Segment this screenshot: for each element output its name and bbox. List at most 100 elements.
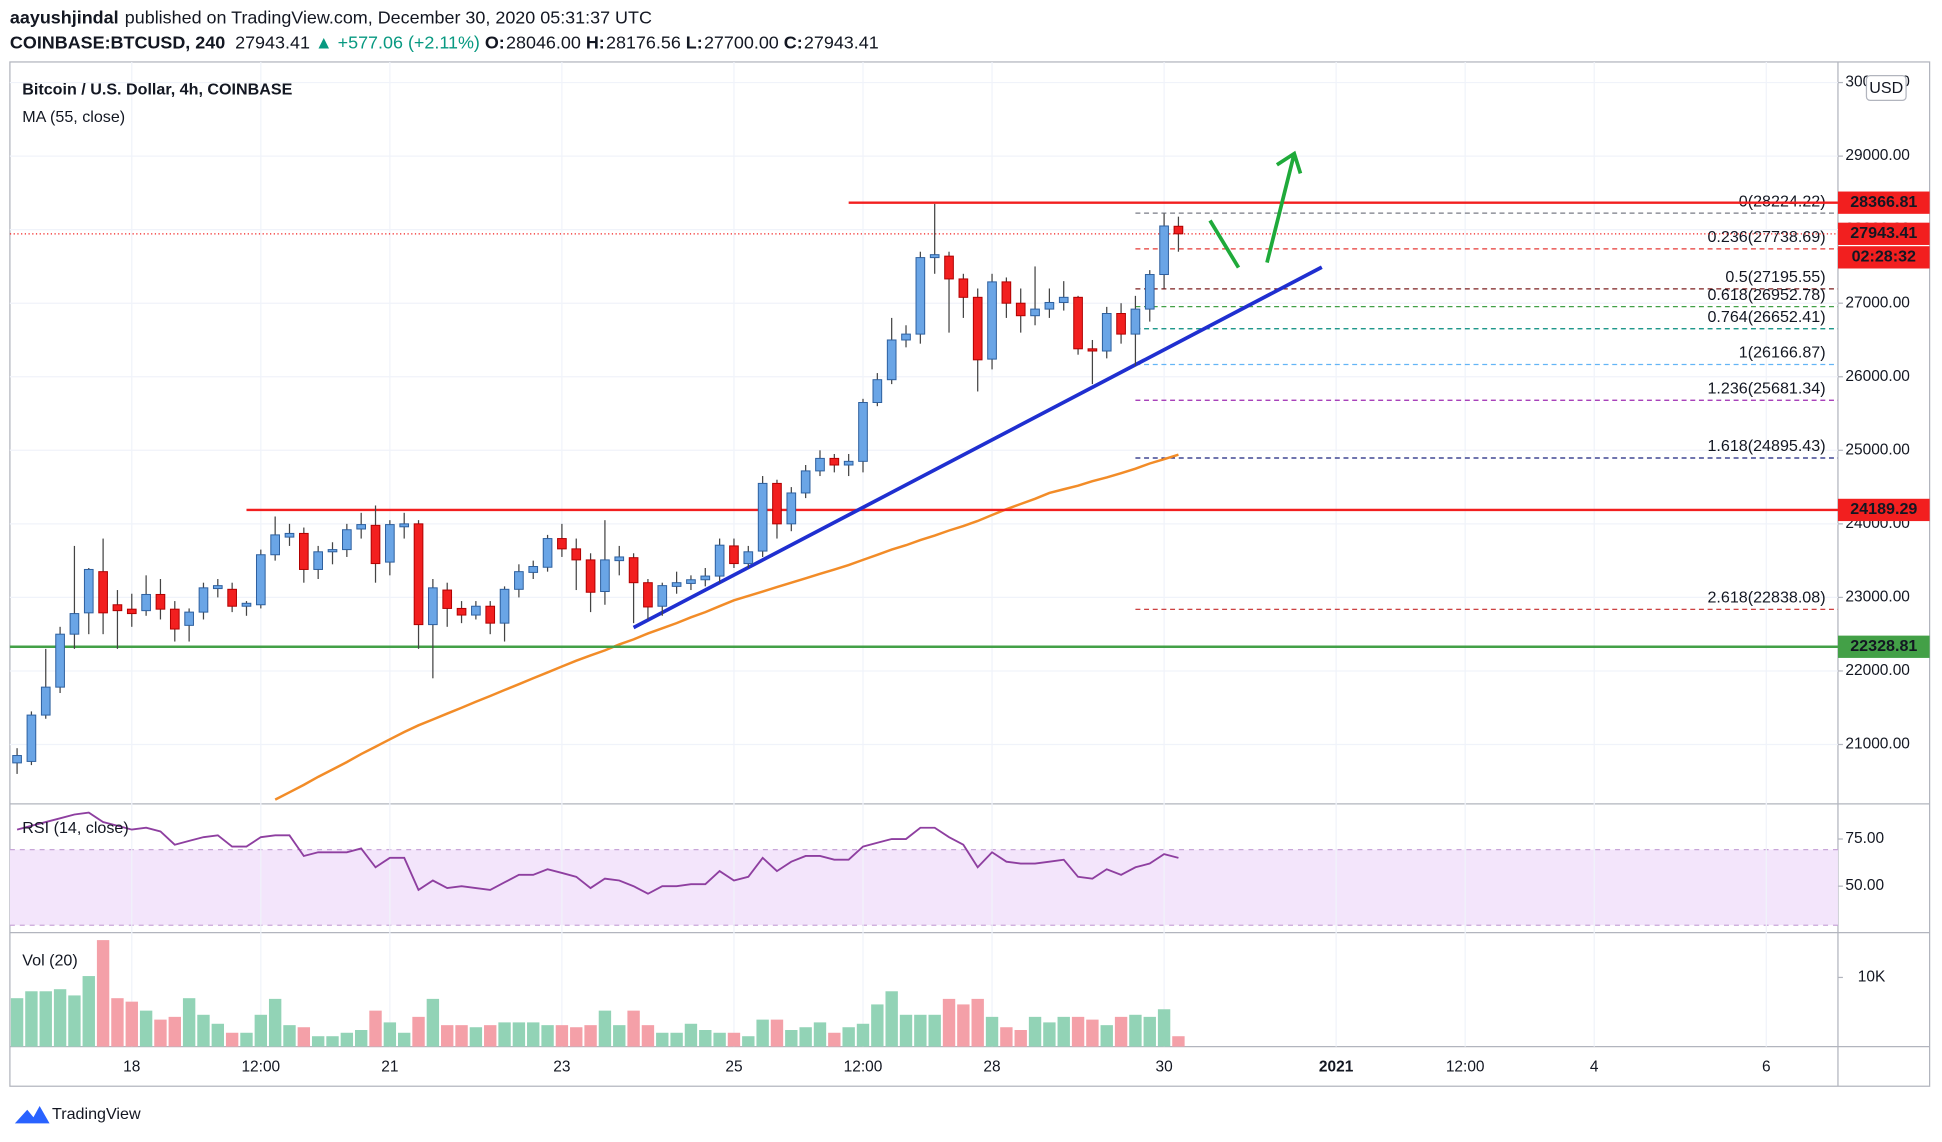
candle-body <box>126 608 137 615</box>
candle-body <box>198 587 209 613</box>
candle-body <box>26 714 37 762</box>
volume-bar <box>928 1014 941 1047</box>
candle-body <box>169 608 180 630</box>
candle-body <box>442 589 453 609</box>
x-tick-label: 12:00 <box>844 1059 883 1076</box>
candle-body <box>585 559 596 593</box>
indicator-title: Vol (20) <box>22 951 77 969</box>
volume-bar <box>1157 1009 1171 1047</box>
volume-bar <box>613 1025 626 1047</box>
candle-body <box>757 482 768 552</box>
volume-bar <box>1100 1025 1113 1047</box>
volume-bar <box>96 940 110 1047</box>
candle-body <box>112 604 123 612</box>
volume-bar <box>627 1010 640 1047</box>
logo-mark <box>14 1106 50 1124</box>
countdown: 02:28:32 <box>1852 248 1916 266</box>
candle-body <box>1101 313 1112 352</box>
y-tick-label: 26000.00 <box>1845 368 1910 385</box>
price-box-label: 22328.81 <box>1850 637 1917 655</box>
candle-body <box>786 492 797 525</box>
rsi-band <box>9 849 1838 926</box>
candle-body <box>255 554 266 606</box>
volume-bar <box>1114 1016 1128 1047</box>
candle-body <box>399 523 410 528</box>
volume-bar <box>1043 1022 1056 1047</box>
volume-bar <box>484 1025 497 1047</box>
candle-body <box>1159 225 1169 276</box>
volume-bar <box>1014 1029 1027 1047</box>
volume-bar <box>541 1025 554 1047</box>
currency-badge[interactable] <box>1865 74 1907 101</box>
volume-bar <box>699 1029 712 1047</box>
volume-bar <box>283 1025 296 1047</box>
volume-bar <box>684 1023 698 1047</box>
volume-bar <box>512 1022 526 1047</box>
candle-body <box>212 585 223 590</box>
fib-label: 1.618(24895.43) <box>1707 437 1825 455</box>
arrow <box>1265 150 1303 264</box>
volume-bar <box>828 1032 841 1047</box>
candle-body <box>800 470 811 494</box>
price-box <box>1837 191 1930 214</box>
volume-bar <box>441 1025 454 1047</box>
candle-body <box>1030 308 1040 317</box>
y-tick-label: 27000.00 <box>1845 294 1910 311</box>
candle-body <box>571 548 582 561</box>
volume-bar <box>225 1032 239 1047</box>
candle-body <box>155 593 166 610</box>
x-tick-label: 6 <box>1762 1059 1771 1076</box>
candle-body <box>700 575 711 581</box>
ohlc-label: C: <box>784 32 803 52</box>
candle-body <box>1001 281 1012 304</box>
candle-body <box>614 556 625 562</box>
volume-bar <box>656 1032 669 1047</box>
candle-body <box>327 549 338 553</box>
volume-bar <box>10 998 24 1047</box>
y-tick-label: 23000.00 <box>1845 588 1910 605</box>
volume-bar <box>1000 1027 1013 1047</box>
fib-label: 1(26166.87) <box>1739 344 1826 362</box>
volume-bar <box>154 1019 167 1047</box>
frame <box>9 61 1931 1087</box>
candle-body <box>743 551 754 565</box>
volume-bar <box>168 1016 181 1047</box>
candle-body <box>83 568 94 614</box>
volume-bar <box>985 1016 999 1047</box>
candle-body <box>1130 308 1141 335</box>
quote-line: COINBASE:BTCUSD, 240 27943.41 ▲ +577.06 (+… <box>10 32 879 52</box>
volume-bar <box>311 1036 325 1047</box>
plot-layer: 18 12:00 21 23 25 12:00 28 30 2021 12:00 4 6 21000.0… <box>9 61 1930 1076</box>
volume-bar <box>383 1022 397 1047</box>
fib-label: 0.236(27738.69) <box>1707 228 1825 246</box>
candle-body <box>98 571 108 614</box>
volume-bar <box>254 1014 268 1047</box>
header-line: aayushjindal published on TradingView.com… <box>10 7 652 27</box>
ohlc-value: 27700.00 <box>704 32 779 52</box>
fib-label: 2.618(22838.08) <box>1707 588 1825 606</box>
candle-body <box>55 633 65 688</box>
volume-bar <box>268 998 282 1047</box>
candle-body <box>514 571 524 590</box>
rsi-line <box>16 811 1179 895</box>
fib-label: 1.236(25681.34) <box>1707 379 1825 397</box>
volume-bar <box>742 1036 755 1047</box>
candle-body <box>987 281 997 360</box>
volume-bar <box>570 1027 583 1047</box>
author: aayushjindal <box>10 7 119 27</box>
volume-bar <box>469 1027 483 1047</box>
candle-body <box>628 557 639 584</box>
chart-title: Bitcoin / U.S. Dollar, 4h, COINBASE <box>22 81 292 99</box>
volume-bar <box>813 1022 827 1047</box>
volume-bar <box>1129 1014 1142 1047</box>
indicator-title: MA (55, close) <box>22 108 125 126</box>
volume-bar <box>326 1036 339 1047</box>
fib-label: 0.5(27195.55) <box>1725 268 1825 286</box>
candle-body <box>557 538 567 550</box>
volume-bar <box>297 1027 311 1047</box>
volume-bar <box>785 1029 798 1047</box>
volume-bar <box>111 998 124 1047</box>
fib-label: 0(28224.22) <box>1739 192 1826 210</box>
candle-body <box>772 482 782 525</box>
